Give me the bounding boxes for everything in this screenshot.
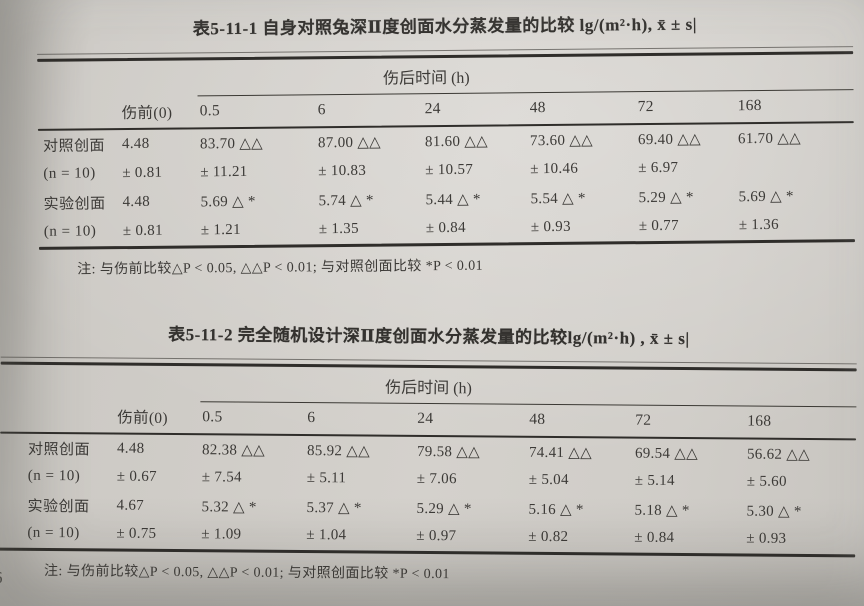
data-cell: ± 1.36 — [738, 216, 779, 234]
data-cell: 61.70 △△ — [737, 130, 802, 148]
spanner-header: 伤后时间 (h) — [197, 59, 854, 96]
data-cell: 79.58 △△ — [416, 443, 481, 461]
data-cell: ± 0.93 — [530, 218, 571, 236]
data-cell: ± 7.54 — [201, 469, 242, 486]
column-header-time: 24 — [424, 100, 441, 118]
data-cell: ± 0.84 — [634, 529, 675, 547]
data-cell: 73.60 △△ — [529, 132, 594, 150]
data-cell: 56.62 △△ — [746, 446, 811, 463]
column-header-time: 0.5 — [199, 102, 221, 120]
data-cell: ± 0.77 — [638, 217, 679, 235]
data-cell: ± 0.84 — [425, 219, 466, 237]
data-cell: 4.48 — [122, 193, 151, 211]
column-header-time: 6 — [317, 101, 326, 119]
table-title: 表5-11-1 自身对照兔深Ⅱ度创面水分蒸发量的比较 lg/(m²·h), x̄… — [192, 14, 697, 39]
row-label: 实验创面 — [43, 196, 106, 213]
column-header-time: 168 — [737, 96, 762, 115]
data-cell: 5.54 △ * — [530, 190, 586, 208]
data-cell: 5.16 △ * — [528, 501, 584, 518]
column-header-time: 72 — [635, 411, 652, 429]
row-label: (n = 10) — [43, 223, 97, 240]
data-cell: 5.29 △ * — [638, 189, 694, 207]
data-cell — [736, 167, 854, 168]
data-cell: 5.37 △ * — [306, 499, 362, 517]
data-cell: 74.41 △△ — [528, 444, 593, 462]
data-cell: ± 0.93 — [746, 530, 787, 548]
data-cell: ± 0.67 — [116, 468, 157, 486]
data-cell: ± 5.11 — [306, 470, 347, 487]
column-header-empty — [0, 416, 115, 417]
row-label: (n = 10) — [27, 525, 80, 542]
data-cell: 5.18 △ * — [634, 502, 690, 519]
column-header-time: 24 — [417, 409, 434, 428]
page-number: 6 — [0, 568, 3, 588]
row-label: 实验创面 — [27, 498, 90, 516]
data-cell: ± 0.82 — [528, 529, 569, 546]
table-5-11-1: 表5-11-1 自身对照兔深Ⅱ度创面水分蒸发量的比较 lg/(m²·h), x̄… — [37, 6, 856, 278]
data-cell: 82.38 △△ — [201, 441, 266, 459]
table-note: 注: 与伤前比较△P < 0.05, △△P < 0.01; 与对照创面比较 *… — [77, 258, 484, 278]
data-cell: 69.54 △△ — [634, 445, 699, 462]
row-label: (n = 10) — [43, 165, 96, 182]
column-header-empty — [38, 112, 120, 113]
data-cell: 5.69 △ * — [738, 188, 794, 206]
data-cell: 5.32 △ * — [201, 498, 257, 516]
column-header-time: 168 — [747, 412, 772, 430]
column-header-time: 72 — [637, 98, 654, 116]
data-cell: ± 0.81 — [122, 222, 163, 240]
table-note: 注: 与伤前比较△P < 0.05, △△P < 0.01; 与对照创面比较 *… — [43, 563, 450, 582]
data-cell: ± 1.09 — [201, 526, 242, 543]
column-header-time: 6 — [307, 409, 316, 427]
column-header-pre-injury: 伤前(0) — [121, 104, 173, 123]
data-cell: 4.48 — [116, 440, 145, 457]
data-cell: ± 11.21 — [200, 163, 248, 181]
data-cell: 5.74 △ * — [318, 192, 374, 210]
data-cell: 69.40 △△ — [637, 131, 702, 149]
data-cell: 5.29 △ * — [416, 500, 472, 518]
data-cell: ± 5.14 — [634, 472, 675, 490]
data-cell: 5.30 △ * — [746, 503, 802, 520]
row-label: 对照创面 — [27, 441, 91, 459]
data-cell: ± 6.97 — [638, 159, 679, 177]
data-cell: ± 0.97 — [416, 528, 457, 545]
data-cell: 83.70 △△ — [199, 135, 264, 153]
data-cell: ± 1.35 — [318, 220, 359, 238]
data-cell: 81.60 △△ — [424, 133, 489, 151]
table-5-11-2: 表5-11-2 完全随机设计深Ⅱ度创面水分蒸发量的比较lg/(m²·h) , x… — [0, 317, 857, 586]
data-cell: 5.69 △ * — [200, 193, 256, 211]
data-cell: 4.67 — [116, 497, 145, 514]
data-cell: ± 1.04 — [306, 527, 347, 544]
column-header-time: 48 — [529, 99, 546, 117]
data-cell: ± 5.60 — [746, 473, 787, 491]
data-cell: 85.92 △△ — [306, 442, 371, 460]
data-cell: ± 0.81 — [122, 164, 163, 182]
data-cell: ± 10.57 — [425, 161, 474, 179]
data-cell: ± 1.21 — [200, 221, 241, 239]
row-label: 对照创面 — [42, 138, 106, 155]
data-cell: ± 10.83 — [318, 162, 367, 180]
data-cell: 4.48 — [121, 135, 150, 153]
data-cell: ± 5.04 — [528, 472, 569, 489]
column-header-pre-injury: 伤前(0) — [117, 409, 168, 427]
row-label: (n = 10) — [27, 468, 81, 485]
data-cell: ± 7.06 — [416, 471, 457, 488]
data-cell: ± 0.75 — [116, 525, 157, 543]
column-header-time: 48 — [529, 410, 546, 428]
table-title: 表5-11-2 完全随机设计深Ⅱ度创面水分蒸发量的比较lg/(m²·h) , x… — [168, 324, 690, 349]
column-header-time: 0.5 — [202, 408, 223, 426]
spanner-header: 伤后时间 (h) — [200, 371, 857, 407]
data-cell: ± 10.46 — [530, 160, 579, 178]
data-cell: 87.00 △△ — [317, 134, 382, 152]
data-cell: 5.44 △ * — [425, 191, 481, 209]
